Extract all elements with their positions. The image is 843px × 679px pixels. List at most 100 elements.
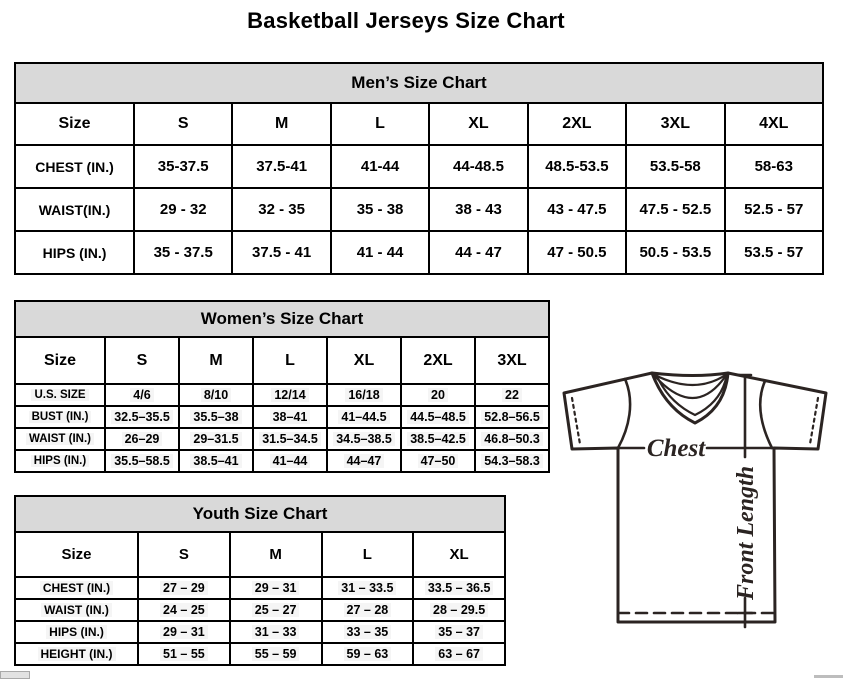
front-length-label: Front Length [733,466,759,601]
size-value-cell: 55 – 59 [228,642,323,666]
row-label: HIPS (IN.) [14,620,139,644]
size-value-cell: 25 – 27 [228,598,323,622]
size-value-cell: 8/10 [178,383,254,407]
size-value-cell: 32 - 35 [231,187,332,232]
size-value-cell: 35 - 38 [329,187,431,232]
sleeve-cuff-dashed-line-right [808,396,820,446]
column-header: L [320,531,415,578]
jersey-outline-shape [562,371,828,624]
size-value-cell: 35.5–58.5 [104,449,180,473]
collar-outer-v [650,371,730,425]
size-value-cell: 44 - 47 [428,230,529,275]
size-value-cell: 44-48.5 [428,144,529,189]
row-label: HIPS (IN.) [14,230,135,275]
column-header: 2XL [400,336,476,385]
table-row: WAIST(IN.) 29 - 32 32 - 35 35 - 38 38 - … [14,187,825,232]
table-row: Size S M L XL 2XL 3XL 4XL [14,102,825,146]
size-value-cell: 32.5–35.5 [104,405,180,429]
column-header: S [137,531,231,578]
table-row: U.S. SIZE 4/6 8/10 12/14 16/18 20 22 [14,383,550,407]
size-value-cell: 35.5–38 [178,405,254,429]
row-label: HIPS (IN.) [14,449,106,473]
row-label: HEIGHT (IN.) [14,642,139,666]
row-label: WAIST(IN.) [14,187,135,232]
row-label: WAIST (IN.) [14,598,139,622]
womens-table-title: Women’s Size Chart [14,300,550,338]
table-row: Women’s Size Chart [14,300,550,338]
size-value-cell: 29 – 31 [137,620,231,644]
size-value-cell: 47–50 [400,449,476,473]
armhole-curve-right [758,379,774,450]
size-value-cell: 63 – 67 [412,642,506,666]
size-value-cell: 38 - 43 [428,187,529,232]
table-row: Youth Size Chart [14,495,506,533]
sleeve-cuff-dashed-line-left [570,396,582,446]
size-value-cell: 54.3–58.3 [474,449,550,473]
column-header: L [329,102,431,146]
armhole-curve-left [616,377,632,450]
size-value-cell: 41–44.5 [326,405,402,429]
size-value-cell: 20 [400,383,476,407]
row-label: U.S. SIZE [14,383,106,407]
column-header: 4XL [723,102,825,146]
size-value-cell: 27 – 29 [137,576,231,600]
column-header: L [252,336,328,385]
table-row: WAIST (IN.) 26–29 29–31.5 31.5–34.5 34.5… [14,427,550,451]
column-header: 3XL [625,102,726,146]
column-header: S [132,102,234,146]
size-value-cell: 47 - 50.5 [526,230,628,275]
table-row: WAIST (IN.) 24 – 25 25 – 27 27 – 28 28 –… [14,598,506,622]
horizontal-scrollbar-fragment-left[interactable] [0,671,30,679]
row-label: CHEST (IN.) [14,576,139,600]
table-row: HIPS (IN.) 35.5–58.5 38.5–41 41–44 44–47… [14,449,550,473]
size-value-cell: 34.5–38.5 [326,427,402,451]
size-value-cell: 12/14 [252,383,328,407]
table-row: Men’s Size Chart [14,62,824,104]
table-row: Size S M L XL 2XL 3XL [14,336,550,385]
size-value-cell: 35 - 37.5 [132,230,234,275]
size-value-cell: 52.5 - 57 [723,187,825,232]
size-value-cell: 53.5-58 [625,144,726,189]
row-label: BUST (IN.) [14,405,106,429]
size-value-cell: 46.8–50.3 [474,427,550,451]
column-header: S [104,336,180,385]
column-header: M [231,102,332,146]
row-label: WAIST (IN.) [14,427,106,451]
size-value-cell: 31.5–34.5 [252,427,328,451]
table-row: CHEST (IN.) 35-37.5 37.5-41 41-44 44-48.… [14,144,825,189]
row-label: CHEST (IN.) [14,144,135,189]
size-value-cell: 33 – 35 [320,620,415,644]
jersey-diagram: Chest Front Length [562,371,828,629]
size-value-cell: 22 [474,383,550,407]
collar-inner-v [654,372,729,417]
size-value-cell: 44.5–48.5 [400,405,476,429]
collar-back-arc-shallow [651,372,729,387]
size-value-cell: 37.5 - 41 [231,230,332,275]
column-header: XL [326,336,402,385]
table-row: HIPS (IN.) 29 – 31 31 – 33 33 – 35 35 – … [14,620,506,644]
table-row: HIPS (IN.) 35 - 37.5 37.5 - 41 41 - 44 4… [14,230,825,275]
size-value-cell: 44–47 [326,449,402,473]
size-value-cell: 52.8–56.5 [474,405,550,429]
page-title: Basketball Jerseys Size Chart [247,8,565,33]
size-value-cell: 50.5 - 53.5 [625,230,726,275]
table-row: HEIGHT (IN.) 51 – 55 55 – 59 59 – 63 63 … [14,642,506,666]
column-header: Size [14,336,106,385]
size-value-cell: 41–44 [252,449,328,473]
horizontal-scrollbar-fragment-right[interactable] [814,675,843,678]
table-row: Size S M L XL [14,531,506,578]
size-value-cell: 35-37.5 [132,144,234,189]
size-value-cell: 29 – 31 [228,576,323,600]
table-row: BUST (IN.) 32.5–35.5 35.5–38 38–41 41–44… [14,405,550,429]
mens-size-chart-table: Men’s Size Chart Size S M L XL 2XL 3XL 4… [14,62,825,275]
size-value-cell: 59 – 63 [320,642,415,666]
mens-table-title: Men’s Size Chart [14,62,824,104]
size-value-cell: 4/6 [104,383,180,407]
size-value-cell: 53.5 - 57 [723,230,825,275]
size-value-cell: 38.5–41 [178,449,254,473]
column-header: XL [412,531,506,578]
column-header: M [178,336,254,385]
size-value-cell: 41-44 [329,144,431,189]
size-value-cell: 31 – 33.5 [320,576,415,600]
